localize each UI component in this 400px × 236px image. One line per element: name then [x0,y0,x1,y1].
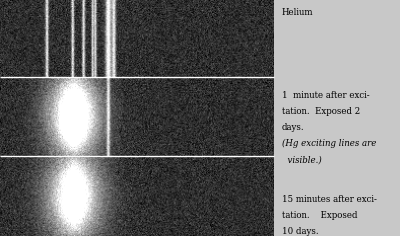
Text: 1  minute after exci-: 1 minute after exci- [282,91,370,100]
Text: 15 minutes after exci-: 15 minutes after exci- [282,195,377,204]
Text: Helium: Helium [282,8,314,17]
Text: days.: days. [282,123,305,132]
Text: tation.  Exposed 2: tation. Exposed 2 [282,107,360,116]
Text: tation.    Exposed: tation. Exposed [282,211,358,220]
Text: visible.): visible.) [282,155,322,164]
Text: (Hg exciting lines are: (Hg exciting lines are [282,139,376,148]
Text: 10 days.: 10 days. [282,227,319,236]
